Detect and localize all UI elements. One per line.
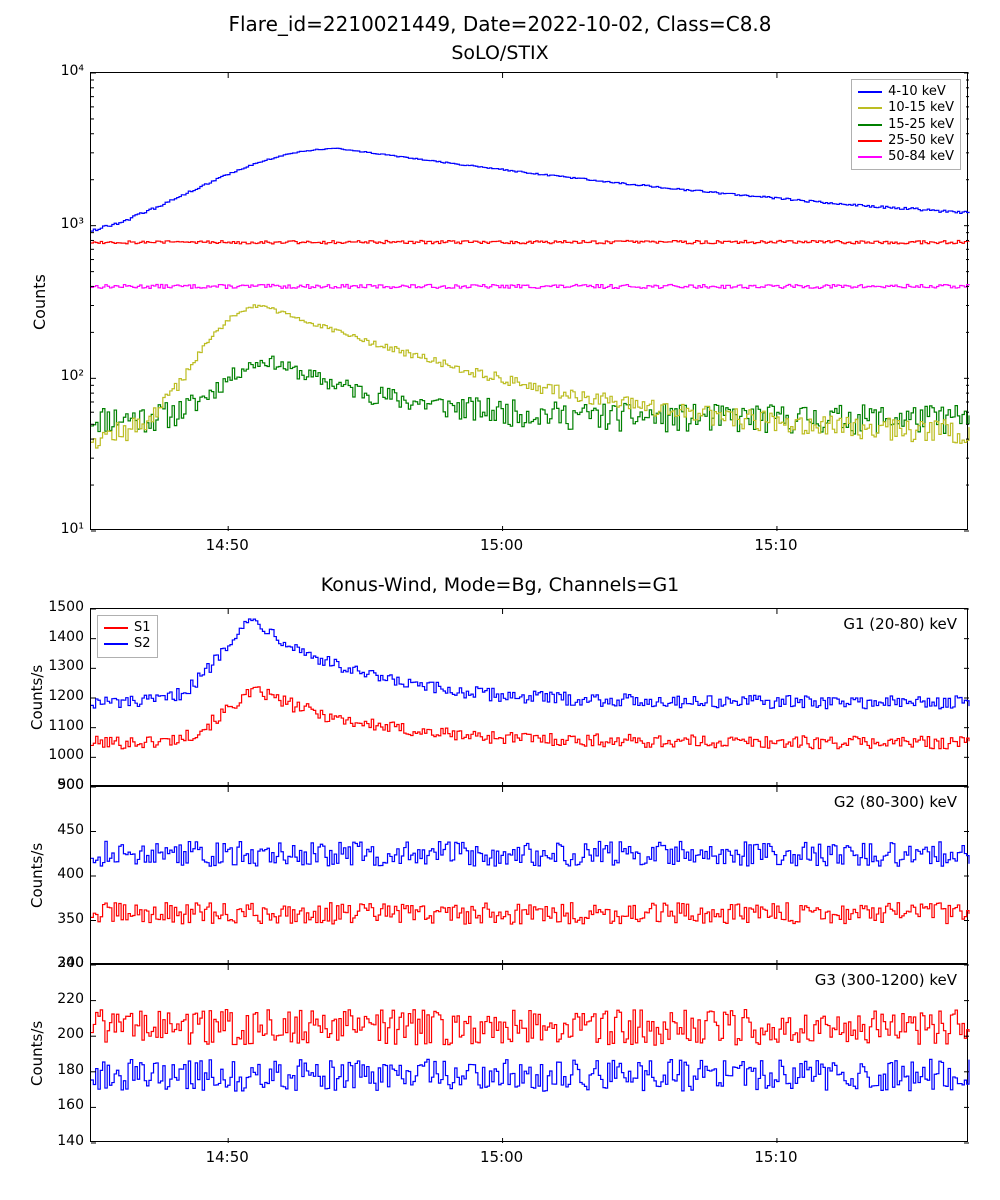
g1-anno: G1 (20-80) keV bbox=[843, 615, 957, 633]
legend-label: S2 bbox=[134, 636, 151, 652]
legend-item: 10-15 keV bbox=[858, 100, 954, 116]
g3-plot bbox=[91, 965, 969, 1143]
legend-swatch bbox=[858, 107, 882, 109]
ytick-label: 1300 bbox=[34, 658, 84, 674]
legend-swatch bbox=[858, 140, 882, 142]
ytick-label: 1200 bbox=[34, 688, 84, 704]
ytick-label: 1500 bbox=[34, 599, 84, 615]
ytick-label: 1400 bbox=[34, 629, 84, 645]
legend-label: 15-25 keV bbox=[888, 117, 954, 133]
xtick-label: 15:00 bbox=[477, 1148, 527, 1166]
legend-label: 25-50 keV bbox=[888, 133, 954, 149]
ytick-label: 500 bbox=[34, 777, 84, 793]
g1-plot bbox=[91, 609, 969, 787]
stix-ytick-label: 10¹ bbox=[34, 521, 84, 537]
legend-swatch bbox=[104, 643, 128, 645]
figure: Flare_id=2210021449, Date=2022-10-02, Cl… bbox=[0, 0, 1000, 1200]
stix-panel: 4-10 keV10-15 keV15-25 keV25-50 keV50-84… bbox=[90, 72, 968, 530]
legend-label: 4-10 keV bbox=[888, 84, 946, 100]
stix-xtick-label: 15:10 bbox=[751, 536, 801, 554]
konus-title: Konus-Wind, Mode=Bg, Channels=G1 bbox=[0, 574, 1000, 596]
stix-xtick-label: 14:50 bbox=[202, 536, 252, 554]
g2-plot bbox=[91, 787, 969, 965]
xtick-label: 15:10 bbox=[751, 1148, 801, 1166]
legend-label: 50-84 keV bbox=[888, 149, 954, 165]
stix-ytick-label: 10² bbox=[34, 368, 84, 384]
g3-anno: G3 (300-1200) keV bbox=[815, 971, 957, 989]
ytick-label: 450 bbox=[34, 822, 84, 838]
legend-swatch bbox=[858, 124, 882, 126]
legend-item: 4-10 keV bbox=[858, 84, 954, 100]
stix-title: SoLO/STIX bbox=[0, 42, 1000, 64]
stix-ytick-label: 10³ bbox=[34, 216, 84, 232]
ytick-label: 140 bbox=[34, 1133, 84, 1149]
g1-panel: S1S2 G1 (20-80) keV bbox=[90, 608, 968, 786]
legend-item: 50-84 keV bbox=[858, 149, 954, 165]
g2-panel: G2 (80-300) keV bbox=[90, 786, 968, 964]
legend-swatch bbox=[858, 156, 882, 158]
ytick-label: 160 bbox=[34, 1097, 84, 1113]
suptitle: Flare_id=2210021449, Date=2022-10-02, Cl… bbox=[0, 12, 1000, 36]
legend-label: 10-15 keV bbox=[888, 100, 954, 116]
g1-legend: S1S2 bbox=[97, 615, 158, 658]
g3-panel: G3 (300-1200) keV bbox=[90, 964, 968, 1142]
legend-item: S1 bbox=[104, 620, 151, 636]
ytick-label: 1000 bbox=[34, 747, 84, 763]
stix-legend: 4-10 keV10-15 keV15-25 keV25-50 keV50-84… bbox=[851, 79, 961, 170]
ytick-label: 180 bbox=[34, 1062, 84, 1078]
ytick-label: 240 bbox=[34, 955, 84, 971]
ytick-label: 200 bbox=[34, 1026, 84, 1042]
stix-xtick-label: 15:00 bbox=[477, 536, 527, 554]
stix-ylabel: Counts bbox=[30, 274, 49, 330]
xtick-label: 14:50 bbox=[202, 1148, 252, 1166]
legend-swatch bbox=[858, 91, 882, 93]
legend-swatch bbox=[104, 627, 128, 629]
ytick-label: 220 bbox=[34, 991, 84, 1007]
stix-plot bbox=[91, 73, 969, 531]
legend-item: S2 bbox=[104, 636, 151, 652]
ytick-label: 400 bbox=[34, 866, 84, 882]
ytick-label: 350 bbox=[34, 911, 84, 927]
ytick-label: 1100 bbox=[34, 718, 84, 734]
g2-anno: G2 (80-300) keV bbox=[834, 793, 957, 811]
stix-ytick-label: 10⁴ bbox=[34, 63, 84, 79]
legend-label: S1 bbox=[134, 620, 151, 636]
legend-item: 25-50 keV bbox=[858, 133, 954, 149]
legend-item: 15-25 keV bbox=[858, 117, 954, 133]
